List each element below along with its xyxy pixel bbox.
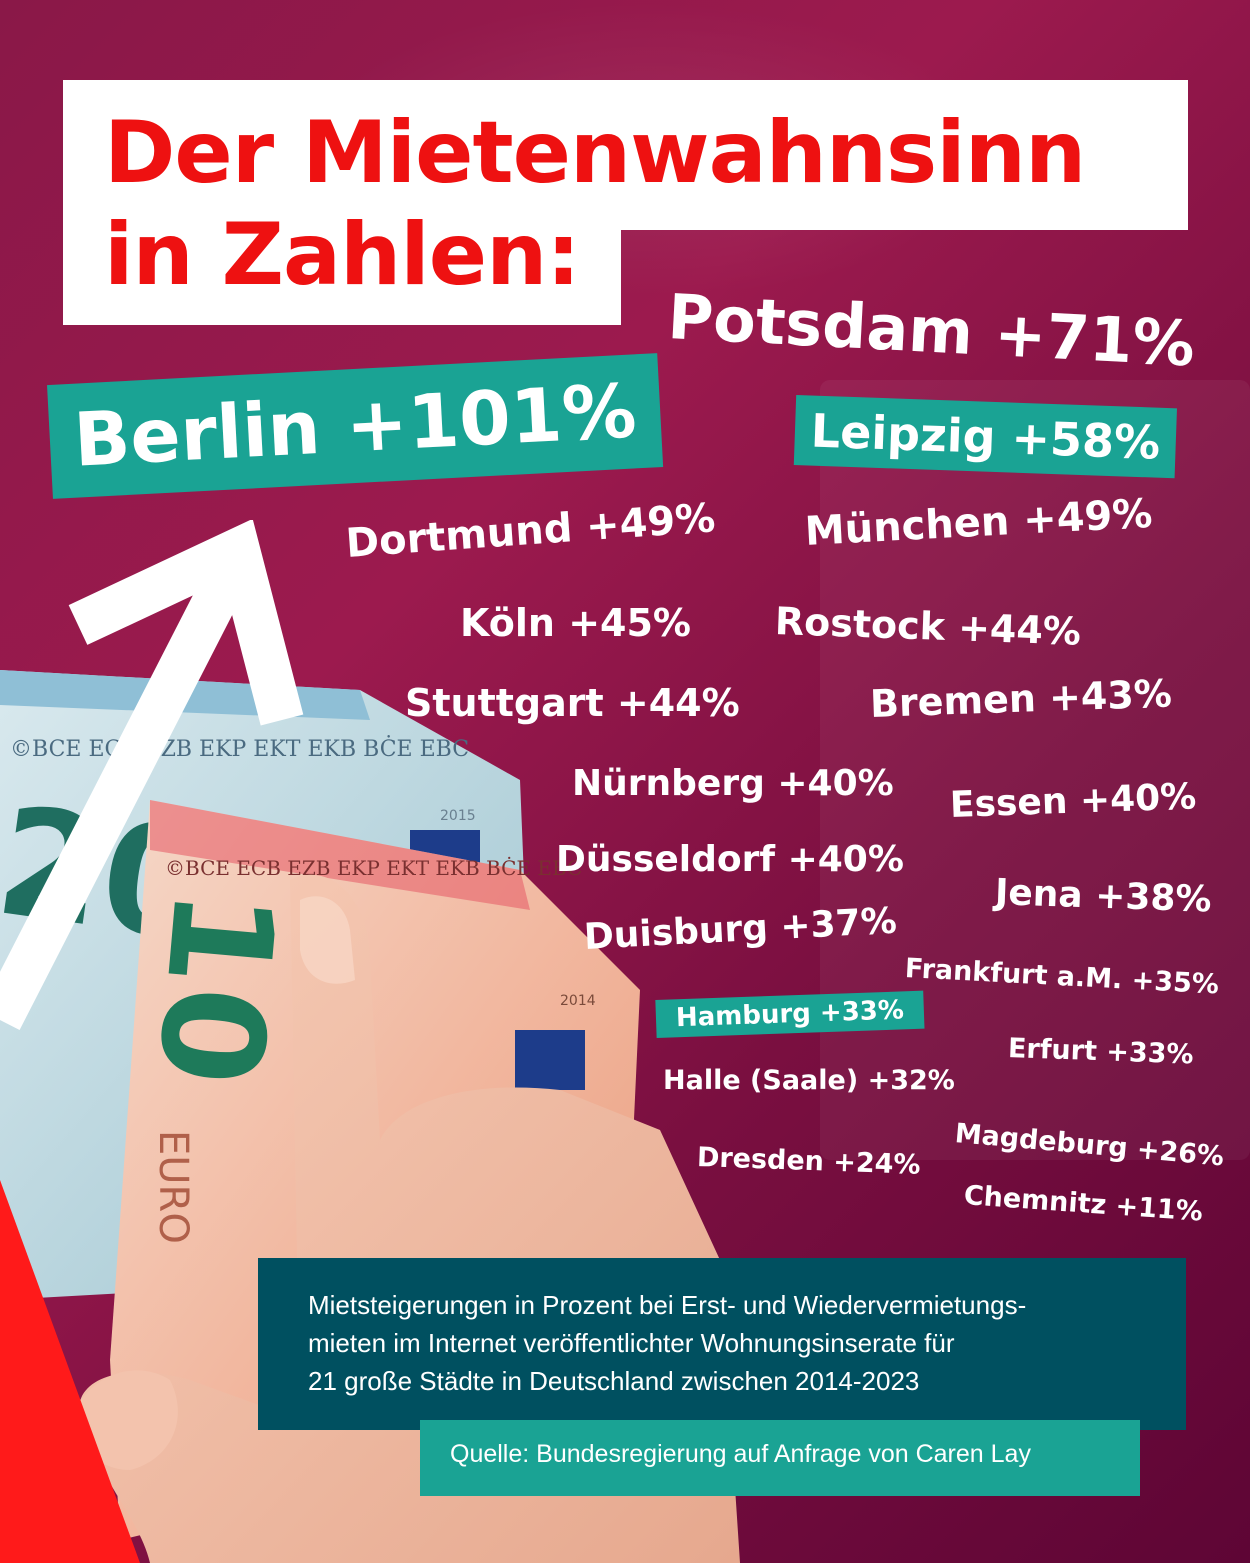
- red-corner-shape: [0, 1180, 140, 1563]
- city-stuttgart: Stuttgart +44%: [405, 681, 740, 725]
- banknote-euro-text: EURO: [150, 1130, 196, 1244]
- source-text: Quelle: Bundesregierung auf Anfrage von …: [450, 1440, 1031, 1468]
- title-box-line2: [63, 225, 621, 325]
- city-duesseldorf: Düsseldorf +40%: [556, 839, 904, 880]
- city-koeln: Köln +45%: [460, 601, 691, 645]
- banknote-serial-text: ©BCE ECB EZB EKP EKT EKB BĊE EBC: [10, 735, 469, 762]
- background-window-shape: [820, 380, 1250, 1160]
- note-box: [258, 1258, 1186, 1430]
- city-dortmund: Dortmund +49%: [344, 495, 717, 567]
- rising-arrow-icon: [0, 520, 304, 1031]
- note-line-1: Mietsteigerungen in Prozent bei Erst- un…: [308, 1290, 1027, 1320]
- banknote-year-2015: 2015: [440, 808, 476, 824]
- source-box: [420, 1420, 1140, 1496]
- note-line-2: mieten im Internet veröffentlichter Wohn…: [308, 1328, 955, 1358]
- city-halle: Halle (Saale) +32%: [663, 1065, 955, 1096]
- city-dresden: Dresden +24%: [696, 1142, 922, 1181]
- city-potsdam: Potsdam +71%: [666, 280, 1197, 381]
- banknote-year-2014: 2014: [560, 993, 596, 1009]
- note-line-3: 21 große Städte in Deutschland zwischen …: [308, 1366, 920, 1396]
- title-line-1: Der Mietenwahnsinn: [104, 103, 1086, 203]
- city-essen: Essen +40%: [949, 776, 1197, 826]
- city-nuernberg: Nürnberg +40%: [572, 763, 894, 804]
- city-jena: Jena +38%: [994, 872, 1213, 921]
- title-box-line1: [63, 80, 1188, 230]
- city-erfurt: Erfurt +33%: [1007, 1033, 1195, 1071]
- title-line-2: in Zahlen:: [104, 205, 581, 305]
- city-bremen: Bremen +43%: [869, 671, 1173, 726]
- city-berlin-highlight: Berlin +101%: [47, 353, 664, 499]
- city-leipzig-highlight: Leipzig +58%: [793, 395, 1178, 479]
- banknote-serial-text-2: ©BCE ECB EZB EKP EKT EKB BĊE EBC: [165, 855, 582, 880]
- banknote-value-10: 10: [125, 883, 304, 1091]
- city-chemnitz: Chemnitz +11%: [962, 1180, 1204, 1228]
- city-rostock: Rostock +44%: [774, 599, 1082, 654]
